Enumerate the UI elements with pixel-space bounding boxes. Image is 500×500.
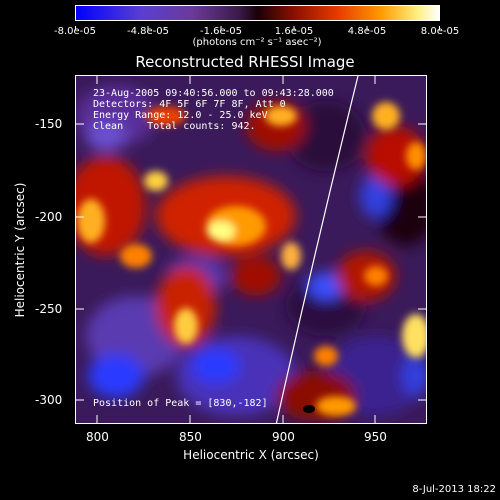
- x-tick-label: 950: [364, 430, 387, 444]
- colorbar-tick-label: -4.8e-05: [127, 26, 169, 37]
- colorbar-tick-label: -8.0e-05: [54, 26, 96, 37]
- colorbar-tick-label: 4.8e-05: [347, 26, 387, 37]
- y-tick-label: -300: [35, 393, 63, 407]
- obs-time-label: 23-Aug-2005 09:40:56.000 to 09:43:28.000: [93, 88, 334, 99]
- peak-marker: [303, 405, 315, 413]
- energy-range-label: Energy Range: 12.0 - 25.0 keV: [93, 110, 268, 121]
- colorbar: [75, 5, 440, 21]
- colorbar-unit-label: (photons cm⁻² s⁻¹ asec⁻²): [192, 37, 322, 48]
- x-tick-label: 850: [179, 430, 202, 444]
- x-tick-label: 900: [272, 430, 295, 444]
- y-axis-label: Heliocentric Y (arcsec): [13, 182, 27, 318]
- footer-date: 8-Jul-2013 18:22: [412, 484, 496, 495]
- x-axis-label: Heliocentric X (arcsec): [183, 448, 319, 462]
- y-tick-label: -200: [35, 210, 63, 224]
- y-tick-label: -250: [35, 302, 63, 316]
- solar-limb-line: [275, 76, 359, 423]
- colorbar-tick-label: 1.6e-05: [274, 26, 314, 37]
- rhessi-image-map: [76, 76, 426, 423]
- y-tick-label: -150: [35, 117, 63, 131]
- axis-ticks: [75, 75, 427, 424]
- colorbar-ticks: [75, 26, 440, 30]
- colorbar-tick-label: 8.0e-05: [420, 26, 460, 37]
- peak-position-label: Position of Peak = [830,-182]: [93, 398, 268, 409]
- image-title: Reconstructed RHESSI Image: [135, 53, 355, 71]
- clean-counts-label: Clean Total counts: 942.: [93, 121, 256, 132]
- rhessi-image: [75, 75, 427, 424]
- colorbar-tick-label: -1.6e-05: [200, 26, 242, 37]
- detectors-label: Detectors: 4F 5F 6F 7F 8F, Att 0: [93, 99, 286, 110]
- x-tick-label: 800: [86, 430, 109, 444]
